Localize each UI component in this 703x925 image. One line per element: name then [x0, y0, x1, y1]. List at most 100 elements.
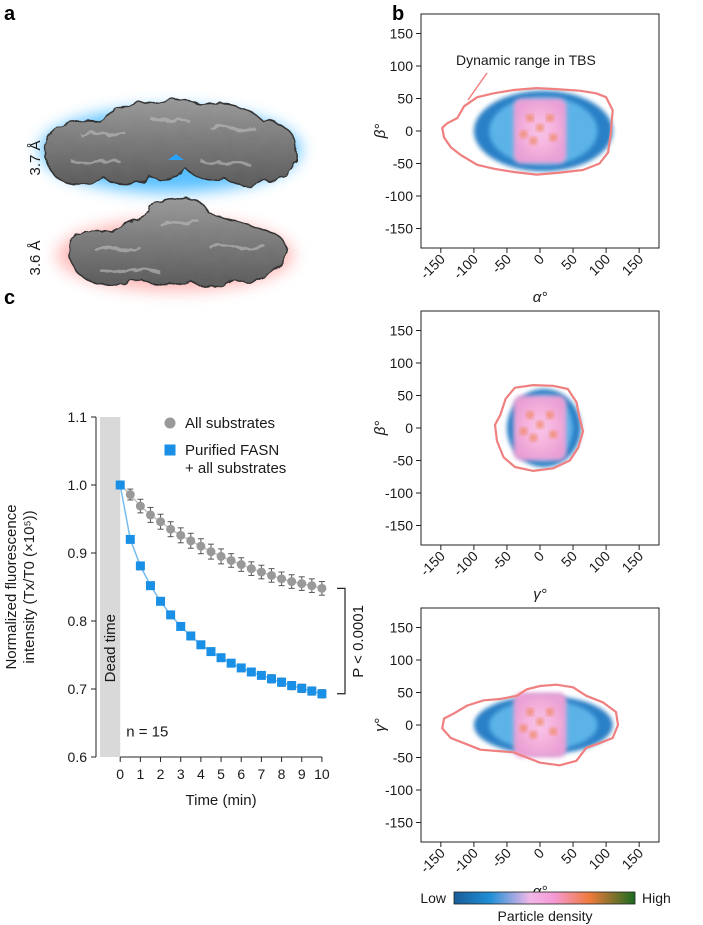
y-axis-label: β°	[372, 421, 389, 437]
series-1	[115, 480, 327, 596]
density-hotspot	[549, 133, 558, 142]
data-point	[206, 547, 216, 557]
density-hotspot	[526, 114, 535, 122]
x-tick-label: 5	[217, 766, 225, 782]
density-hotspot	[549, 430, 558, 439]
data-point	[125, 490, 135, 500]
data-point	[166, 524, 176, 534]
y-tick-label: 0.6	[68, 749, 88, 765]
data-point	[317, 583, 327, 593]
y-tick-label: 0.8	[68, 613, 88, 629]
legend-marker-purified-fasn	[164, 444, 176, 456]
data-point	[287, 577, 297, 587]
y-tick-label: 1.1	[68, 409, 88, 425]
p-value-label: P < 0.0001	[350, 605, 367, 678]
colorbar-title: Particle density	[498, 908, 593, 924]
y-tick-label: 0	[405, 123, 413, 139]
data-point	[176, 621, 186, 631]
x-tick-label: 3	[177, 766, 185, 782]
x-tick-label: 50	[558, 845, 580, 867]
series-line	[119, 484, 323, 590]
y-axis-label: β°	[372, 124, 389, 140]
data-point	[176, 530, 186, 540]
panel-c: c Dead time 1.1 1.0 0.9 0.8 0.7 0.6 0 1 2 3 4 5 6 7 8 9 1…	[3, 287, 367, 809]
data-point	[287, 681, 297, 691]
density-hotspot	[519, 427, 528, 436]
data-point	[266, 674, 276, 684]
y-axis-label: γ°	[372, 718, 389, 732]
x-tick-label: -150	[417, 251, 448, 282]
x-tick-label: 10	[314, 766, 330, 782]
panel-b-letter: b	[392, 3, 404, 25]
data-point	[297, 579, 307, 589]
x-tick-label: -150	[417, 548, 448, 579]
data-point	[115, 480, 125, 490]
data-point	[135, 561, 145, 571]
colorbar-low-label: Low	[420, 890, 447, 906]
y-tick-label: 0	[405, 717, 413, 733]
y-tick-label: 0.7	[68, 681, 88, 697]
significance-bracket: P < 0.0001	[337, 587, 367, 695]
x-tick-label: 8	[278, 766, 286, 782]
data-point	[236, 560, 246, 570]
y-tick-label: 50	[397, 388, 413, 404]
colorbar: Low High Particle density	[420, 890, 670, 924]
x-tick-label: 100	[585, 845, 613, 873]
x-tick-label: -100	[450, 251, 481, 282]
y-tick-label: -150	[385, 221, 413, 237]
legend-label-all-substrates: All substrates	[185, 415, 275, 432]
data-point	[277, 574, 287, 584]
data-point	[156, 517, 166, 527]
dynamic-range-annotation: Dynamic range in TBS	[456, 52, 596, 68]
x-tick-label: 0	[116, 766, 124, 782]
bottom-density-map	[68, 197, 287, 288]
y-tick-label: -100	[385, 485, 413, 501]
x-tick-label: 6	[237, 766, 245, 782]
x-tick-label: -100	[450, 548, 481, 579]
dynamic-range-outline	[493, 384, 585, 472]
y-tick-label: 0.9	[68, 545, 88, 561]
x-tick-label: -50	[488, 845, 514, 871]
data-point	[216, 653, 226, 663]
x-tick-label: -50	[488, 548, 514, 574]
dead-time-band	[100, 417, 121, 757]
data-point	[145, 510, 155, 520]
dynamic-range-outline	[441, 86, 614, 176]
density-hotspot	[526, 411, 535, 419]
density-hotspot	[545, 114, 554, 122]
data-point	[266, 570, 276, 580]
colorbar-gradient	[453, 891, 636, 905]
y-tick-label: -150	[385, 815, 413, 831]
y-tick-label: 100	[390, 652, 414, 668]
n-label: n = 15	[126, 724, 168, 741]
x-tick-label: 1	[136, 766, 144, 782]
data-point	[125, 534, 135, 544]
x-tick-label: 0	[530, 845, 547, 862]
legend-marker-all-substrates	[164, 417, 176, 429]
series-2	[115, 480, 327, 699]
density-hotspot	[549, 727, 558, 736]
y-tick-label: -150	[385, 518, 413, 534]
data-point	[236, 663, 246, 673]
x-tick-label: 150	[618, 251, 646, 279]
panel-c-letter: c	[4, 287, 15, 309]
top-resolution-label: 3.7 Å	[27, 140, 44, 175]
panel-a-letter: a	[4, 3, 16, 25]
density-hotspot	[536, 420, 544, 429]
x-tick-label: 150	[618, 845, 646, 873]
dead-time-label: Dead time	[102, 614, 119, 682]
x-tick-label: 4	[197, 766, 205, 782]
y-tick-label: 1.0	[68, 477, 88, 493]
y-tick-label: -50	[393, 156, 413, 172]
y-tick-label: 150	[390, 26, 414, 42]
density-hotspot	[529, 730, 538, 739]
density-hotspot	[536, 717, 544, 726]
data-point	[307, 686, 317, 696]
data-point	[145, 581, 155, 591]
top-map-texture	[69, 116, 256, 167]
y-axis-label-line1: Normalized fluorescence	[3, 504, 20, 669]
